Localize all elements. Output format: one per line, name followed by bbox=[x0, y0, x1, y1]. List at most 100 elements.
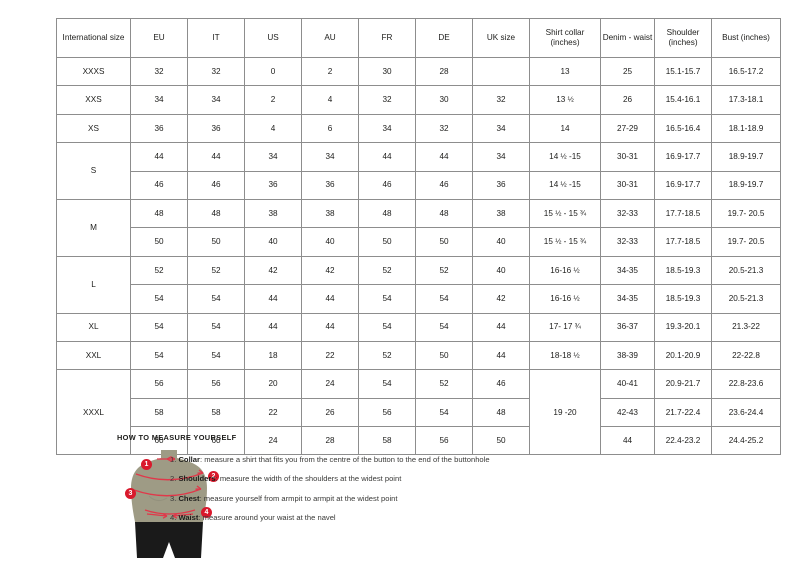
cell-it: 50 bbox=[187, 227, 245, 257]
cell-shoulder: 20.9-21.7 bbox=[654, 369, 712, 399]
cell-au: 6 bbox=[301, 113, 359, 144]
column-header-shirt-collar: Shirt collar (inches) bbox=[529, 18, 601, 58]
cell-bust: 19.7- 20.5 bbox=[711, 198, 781, 229]
cell-shirt-collar: 15 ½ - 15 ¾ bbox=[529, 198, 601, 229]
instruction-number: 4. bbox=[170, 513, 179, 523]
cell-shoulder: 16.9-17.7 bbox=[654, 170, 712, 200]
cell-shirt-collar: 13 bbox=[529, 56, 601, 87]
chest-measure-line bbox=[133, 488, 202, 497]
cell-denim-waist: 34-35 bbox=[600, 255, 655, 286]
table-row: XXXL 56 56 20 24 54 52 46 19 -20 40-41 20.9-21.7 22… bbox=[56, 369, 781, 456]
cell-au: 24 bbox=[301, 369, 359, 399]
cell-shirt-collar: 16-16 ½ bbox=[529, 255, 601, 286]
cell-fr: 52 bbox=[358, 340, 416, 371]
cell-eu: 44 bbox=[130, 142, 188, 172]
cell-fr: 54 bbox=[358, 312, 416, 342]
collar-arrow-right bbox=[170, 456, 176, 462]
cell-shirt-collar: 16-16 ½ bbox=[529, 284, 601, 314]
measurement-instructions: 1. Collar: measure a shirt that fits you… bbox=[170, 456, 670, 534]
table-body: XXXS 32 32 0 2 30 28 13 25 15.1-15.7 16.5-17.2 XXS 3… bbox=[56, 56, 781, 456]
size-table: International size EU IT US AU FR DE UK … bbox=[56, 18, 781, 456]
shoulder-arrow bbox=[197, 469, 204, 474]
table-row: 50 50 40 40 50 50 40 15 ½ - 15 ¾ 32-33 17.7-18.5 1… bbox=[57, 227, 781, 257]
table-row: 54 54 44 44 54 54 42 16-16 ½ 34-35 18.5-19.3 20.5-… bbox=[57, 284, 781, 314]
cell-fr: 32 bbox=[358, 85, 416, 115]
table-row: 60 60 24 28 58 56 50 44 22.4-23.2 24.4-25.2 bbox=[57, 426, 781, 456]
cell-it: 36 bbox=[187, 113, 245, 144]
column-header-uk-size: UK size bbox=[472, 18, 530, 58]
cell-de: 50 bbox=[415, 227, 473, 257]
column-header-shoulder: Shoulder (inches) bbox=[654, 18, 712, 58]
cell-au: 26 bbox=[301, 397, 359, 428]
cell-fr: 54 bbox=[358, 369, 416, 399]
torso-shape bbox=[131, 458, 207, 522]
how-to-measure-section: 1 2 3 4 1. Collar: measure a shirt that … bbox=[117, 446, 677, 566]
table-row: 58 58 22 26 56 54 48 42-43 21.7-22.4 23.6-24.4 bbox=[57, 397, 781, 428]
cell-shirt-collar: 15 ½ - 15 ¾ bbox=[529, 227, 601, 257]
chest-contour-right bbox=[170, 495, 190, 502]
column-header-bust: Bust (inches) bbox=[711, 18, 781, 58]
cell-bust: 16.5-17.2 bbox=[711, 56, 781, 87]
cell-us: 4 bbox=[244, 113, 302, 144]
cell-international-size: M bbox=[56, 198, 131, 257]
cell-shoulder: 21.7-22.4 bbox=[654, 397, 712, 428]
cell-denim-waist: 38-39 bbox=[600, 340, 655, 371]
cell-shirt-collar: 18-18 ½ bbox=[529, 340, 601, 371]
cell-denim-waist: 25 bbox=[600, 56, 655, 87]
header-row: International size EU IT US AU FR DE UK … bbox=[56, 18, 781, 58]
column-header-international-size: International size bbox=[56, 18, 131, 58]
cell-shoulder: 16.5-16.4 bbox=[654, 113, 712, 144]
cell-it: 44 bbox=[187, 142, 245, 172]
table-row: XXXS 32 32 0 2 30 28 13 25 15.1-15.7 16.5-17.2 bbox=[56, 56, 781, 87]
table-header: International size EU IT US AU FR DE UK … bbox=[56, 18, 781, 58]
cell-international-size: S bbox=[56, 142, 131, 200]
cell-international-size: XXXS bbox=[56, 56, 131, 87]
cell-it: 32 bbox=[187, 56, 245, 87]
instruction-number: 3. bbox=[170, 493, 179, 503]
cell-fr: 54 bbox=[358, 284, 416, 314]
cell-eu: 58 bbox=[130, 397, 188, 428]
cell-us: 24 bbox=[244, 426, 302, 456]
cell-uk-size: 38 bbox=[472, 198, 530, 229]
cell-eu: 46 bbox=[130, 170, 188, 200]
cell-shoulder: 17.7-18.5 bbox=[654, 227, 712, 257]
instruction-number: 1. bbox=[170, 455, 179, 464]
cell-international-size: XS bbox=[56, 113, 131, 144]
cell-us: 40 bbox=[244, 227, 302, 257]
cell-denim-waist: 30-31 bbox=[600, 142, 655, 172]
cell-de: 44 bbox=[415, 142, 473, 172]
instruction-label: Waist bbox=[178, 513, 199, 523]
cell-us: 0 bbox=[244, 56, 302, 87]
shorts-shape bbox=[135, 522, 203, 558]
table-row: XXS 34 34 2 4 32 30 32 13 ½ 26 15.4-16.1 17.3-18.1 bbox=[56, 85, 781, 115]
cell-shoulder: 18.5-19.3 bbox=[654, 255, 712, 286]
chest-contour-left bbox=[148, 495, 168, 502]
cell-fr: 46 bbox=[358, 170, 416, 200]
cell-fr: 30 bbox=[358, 56, 416, 87]
cell-de: 28 bbox=[415, 56, 473, 87]
cell-it: 48 bbox=[187, 198, 245, 229]
torso-illustration-svg bbox=[131, 450, 207, 558]
cell-de: 56 bbox=[415, 426, 473, 456]
cell-au: 42 bbox=[301, 255, 359, 286]
cell-au: 44 bbox=[301, 312, 359, 342]
instruction-text: : measure around your waist at the navel bbox=[198, 513, 336, 523]
table-row: M 48 48 38 38 48 48 38 15 ½ - 15 ¾ 32-33 17.7-18.5… bbox=[56, 198, 781, 257]
cell-de: 54 bbox=[415, 312, 473, 342]
collar-arrow-left bbox=[166, 456, 172, 462]
cell-uk-size: 48 bbox=[472, 397, 530, 428]
cell-de: 50 bbox=[415, 340, 473, 371]
cell-de: 30 bbox=[415, 85, 473, 115]
cell-shirt-collar: 19 -20 bbox=[529, 369, 601, 456]
marker-badge-2: 2 bbox=[208, 471, 219, 482]
cell-uk-size: 32 bbox=[472, 85, 530, 115]
cell-shoulder: 15.4-16.1 bbox=[654, 85, 712, 115]
column-header-de: DE bbox=[415, 18, 473, 58]
cell-denim-waist: 42-43 bbox=[600, 397, 655, 428]
cell-international-size: XXL bbox=[56, 340, 131, 371]
cell-uk-size: 44 bbox=[472, 312, 530, 342]
cell-us: 38 bbox=[244, 198, 302, 229]
cell-fr: 56 bbox=[358, 397, 416, 428]
cell-bust: 19.7- 20.5 bbox=[711, 227, 781, 257]
